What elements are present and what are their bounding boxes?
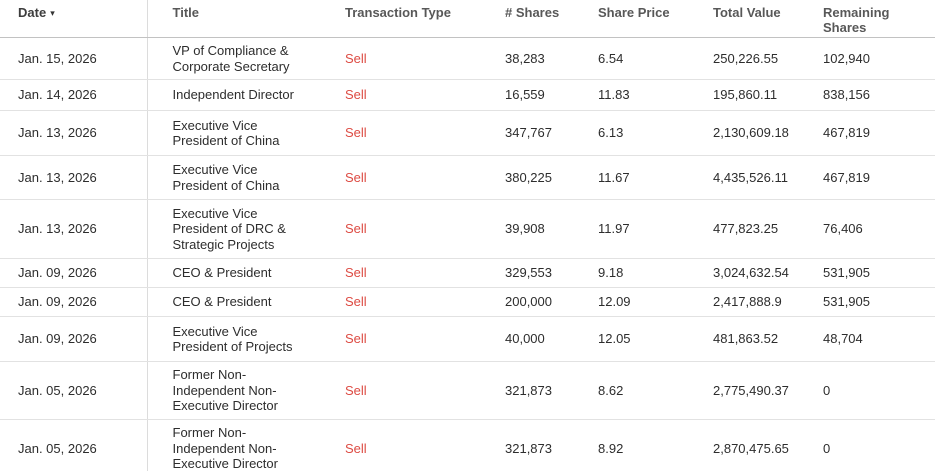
cell-remaining-shares: 48,704: [823, 316, 935, 362]
cell-num-shares: 39,908: [505, 199, 598, 259]
column-header-transaction-type[interactable]: Transaction Type: [345, 0, 505, 38]
cell-total-value: 250,226.55: [713, 37, 823, 80]
cell-num-shares: 40,000: [505, 316, 598, 362]
cell-num-shares: 347,767: [505, 110, 598, 156]
cell-transaction-type: Sell: [345, 361, 505, 420]
table-row: Jan. 09, 2026 Executive Vice President of…: [0, 316, 935, 362]
column-header-remaining-shares[interactable]: Remaining Shares: [823, 0, 935, 38]
cell-transaction-type: Sell: [345, 419, 505, 471]
cell-share-price: 11.67: [598, 155, 713, 200]
cell-num-shares: 329,553: [505, 258, 598, 288]
cell-share-price: 6.13: [598, 110, 713, 156]
column-header-date[interactable]: Date ▾: [0, 0, 148, 38]
cell-title: Former Non-Independent Non-Executive Dir…: [147, 361, 345, 420]
column-header-title[interactable]: Title: [147, 0, 345, 38]
cell-num-shares: 200,000: [505, 287, 598, 317]
cell-transaction-type: Sell: [345, 110, 505, 156]
cell-transaction-type: Sell: [345, 199, 505, 259]
cell-date: Jan. 05, 2026: [0, 361, 148, 420]
cell-title: Executive Vice President of China: [147, 110, 345, 156]
cell-share-price: 12.05: [598, 316, 713, 362]
cell-total-value: 3,024,632.54: [713, 258, 823, 288]
cell-transaction-type: Sell: [345, 155, 505, 200]
cell-total-value: 4,435,526.11: [713, 155, 823, 200]
cell-share-price: 8.92: [598, 419, 713, 471]
cell-num-shares: 321,873: [505, 361, 598, 420]
cell-total-value: 2,870,475.65: [713, 419, 823, 471]
cell-remaining-shares: 0: [823, 419, 935, 471]
cell-transaction-type: Sell: [345, 37, 505, 80]
cell-total-value: 481,863.52: [713, 316, 823, 362]
cell-total-value: 2,130,609.18: [713, 110, 823, 156]
cell-title: VP of Compliance & Corporate Secretary: [147, 37, 345, 80]
cell-total-value: 2,417,888.9: [713, 287, 823, 317]
column-header-total-value[interactable]: Total Value: [713, 0, 823, 38]
table-row: Jan. 13, 2026 Executive Vice President of…: [0, 155, 935, 200]
table-row: Jan. 15, 2026 VP of Compliance & Corporat…: [0, 37, 935, 80]
table-row: Jan. 13, 2026 Executive Vice President of…: [0, 110, 935, 156]
sort-desc-icon: ▾: [50, 8, 55, 18]
cell-title: Executive Vice President of DRC & Strate…: [147, 199, 345, 259]
cell-num-shares: 38,283: [505, 37, 598, 80]
cell-transaction-type: Sell: [345, 258, 505, 288]
table-row: Jan. 09, 2026 CEO & President Sell 200,000 1…: [0, 287, 935, 317]
cell-total-value: 195,860.11: [713, 79, 823, 111]
table-row: Jan. 05, 2026 Former Non-Independent Non-…: [0, 361, 935, 420]
cell-date: Jan. 09, 2026: [0, 287, 148, 317]
cell-date: Jan. 14, 2026: [0, 79, 148, 111]
cell-date: Jan. 09, 2026: [0, 258, 148, 288]
cell-remaining-shares: 838,156: [823, 79, 935, 111]
table-row: Jan. 05, 2026 Former Non-Independent Non-…: [0, 419, 935, 471]
cell-total-value: 2,775,490.37: [713, 361, 823, 420]
cell-date: Jan. 13, 2026: [0, 199, 148, 259]
header-row: Date ▾ Title Transaction Type # Shares Sh…: [0, 0, 935, 38]
cell-num-shares: 380,225: [505, 155, 598, 200]
cell-share-price: 6.54: [598, 37, 713, 80]
cell-title: Executive Vice President of Projects: [147, 316, 345, 362]
cell-title: Independent Director: [147, 79, 345, 111]
cell-date: Jan. 13, 2026: [0, 155, 148, 200]
cell-remaining-shares: 531,905: [823, 287, 935, 317]
cell-num-shares: 321,873: [505, 419, 598, 471]
cell-title: Executive Vice President of China: [147, 155, 345, 200]
cell-date: Jan. 13, 2026: [0, 110, 148, 156]
column-header-date-label: Date: [18, 5, 47, 20]
cell-share-price: 12.09: [598, 287, 713, 317]
cell-remaining-shares: 102,940: [823, 37, 935, 80]
cell-share-price: 8.62: [598, 361, 713, 420]
cell-date: Jan. 05, 2026: [0, 419, 148, 471]
cell-num-shares: 16,559: [505, 79, 598, 111]
cell-remaining-shares: 467,819: [823, 110, 935, 156]
cell-transaction-type: Sell: [345, 316, 505, 362]
cell-share-price: 11.97: [598, 199, 713, 259]
cell-date: Jan. 09, 2026: [0, 316, 148, 362]
table-row: Jan. 13, 2026 Executive Vice President of…: [0, 199, 935, 259]
cell-remaining-shares: 531,905: [823, 258, 935, 288]
cell-transaction-type: Sell: [345, 79, 505, 111]
cell-share-price: 11.83: [598, 79, 713, 111]
cell-date: Jan. 15, 2026: [0, 37, 148, 80]
cell-remaining-shares: 467,819: [823, 155, 935, 200]
column-header-shares[interactable]: # Shares: [505, 0, 598, 38]
cell-transaction-type: Sell: [345, 287, 505, 317]
cell-total-value: 477,823.25: [713, 199, 823, 259]
cell-share-price: 9.18: [598, 258, 713, 288]
cell-remaining-shares: 76,406: [823, 199, 935, 259]
cell-title: CEO & President: [147, 258, 345, 288]
table-row: Jan. 09, 2026 CEO & President Sell 329,553 9…: [0, 258, 935, 288]
column-header-share-price[interactable]: Share Price: [598, 0, 713, 38]
table-row: Jan. 14, 2026 Independent Director Sell 16,…: [0, 79, 935, 111]
cell-remaining-shares: 0: [823, 361, 935, 420]
cell-title: Former Non-Independent Non-Executive Dir…: [147, 419, 345, 471]
cell-title: CEO & President: [147, 287, 345, 317]
